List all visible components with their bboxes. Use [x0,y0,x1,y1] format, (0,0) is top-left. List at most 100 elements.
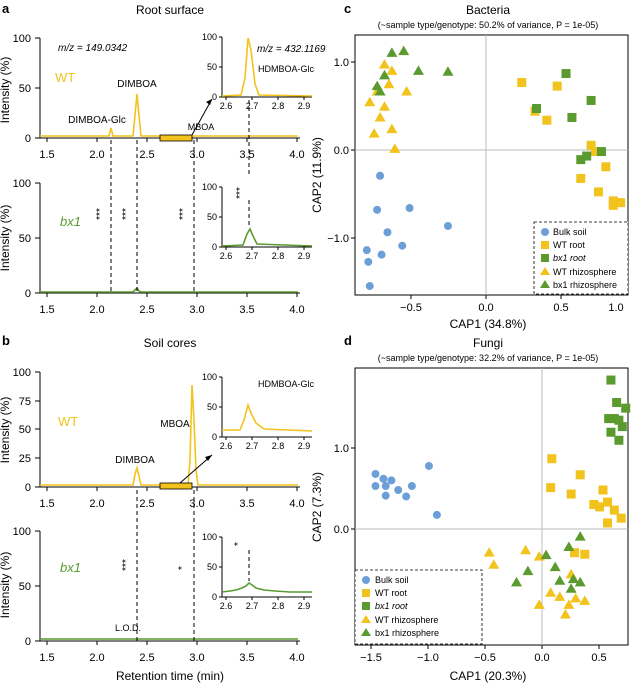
d-point-bx1-rhizosphere-0 [574,531,586,541]
b-top-ylabel: Intensity (%) [0,397,12,464]
legend-c-wtrhizo-marker [540,267,550,275]
d-point-bulk-soil-0 [371,469,380,478]
d-point-wt-root-12 [580,549,590,559]
b-bottom-lod: L.O.D. [115,623,141,633]
panel-d-letter: d [344,333,352,348]
a-top-mz: m/z = 149.0342 [58,43,128,54]
b-top-ytick-50: 50 [19,424,31,436]
d-point-wt-rhizosphere-7 [570,592,582,603]
c-xtick-0.5: 0.5 [553,302,568,314]
c-point-bx1-root-5 [576,155,586,165]
legend-d-bx1root: bx1 root [375,601,408,611]
legend-c-wtroot: WT root [553,240,585,250]
c-point-wt-rhizosphere-3 [379,101,391,111]
c-point-bx1-rhizosphere-1 [398,45,410,56]
a-top-inset-mz: m/z = 432.1169 [257,44,326,55]
a-bottom-inset-xtick-2.8: 2.8 [272,251,285,261]
a-bottom-genotype: bx1 [60,214,81,229]
panel-a-title: Root surface [136,3,204,17]
legend-d-bx1root-marker [362,602,370,610]
d-point-bulk-soil-5 [394,486,403,495]
d-point-wt-rhizosphere-2 [520,544,532,555]
a-top-xtick-1.5: 1.5 [39,149,54,161]
a-top-ytick-50: 50 [19,83,31,95]
c-point-bulk-soil-6 [364,257,373,266]
a-bottom-inset-xtick-2.7: 2.7 [246,251,259,261]
d-point-bulk-soil-10 [432,510,441,519]
c-point-wt-root-5 [601,162,611,172]
panel-c-title: Bacteria [466,3,510,17]
a-bottom-star-2: *** [121,208,132,220]
d-point-wt-rhizosphere-9 [579,595,591,605]
a-top-inset-ytick-100: 100 [202,32,217,42]
c-point-wt-root-11 [591,147,601,157]
d-xtick-neg1.0: −1.0 [417,652,439,664]
a-bottom-inset-ytick-100: 100 [202,182,217,192]
b-bottom-genotype: bx1 [60,560,81,575]
panel-d-title: Fungi [473,336,503,350]
legend-c-wtrhizo: WT rhizosphere [553,267,616,277]
legend-c-bx1root: bx1 root [553,253,586,263]
b-top-inset-trace [222,402,313,432]
panel-c: c Bacteria (~sample type/genotype: 50.2%… [310,1,629,331]
d-point-bx1-rhizosphere-3 [554,575,566,585]
a-top-xtick-2.5: 2.5 [139,149,154,161]
d-point-wt-root-8 [609,505,619,515]
c-point-bulk-soil-0 [376,171,385,180]
legend-d-bulk-marker [362,576,370,584]
panel-c-letter: c [344,1,351,16]
a-top-zoom-arrow [191,98,213,136]
d-point-bulk-soil-4 [387,476,396,485]
c-point-bulk-soil-2 [405,204,414,213]
b-bottom-xtick-1.5: 1.5 [39,652,54,664]
panel-c-subtitle: (~sample type/genotype: 50.2% of varianc… [378,20,598,30]
a-top-inset: 0 50 100 2.6 2.7 2.8 2.9 m/z = 432.1169 … [202,32,326,111]
c-ytick-1.0: 1.0 [334,57,349,69]
b-bottom-xtick-2.5: 2.5 [139,652,154,664]
a-top-xtick-4.0: 4.0 [289,149,304,161]
b-bottom-inset-ytick-0: 0 [212,592,217,602]
d-ytick-0.0: 0.0 [334,524,349,536]
d-point-wt-root-13 [589,499,599,509]
c-point-wt-root-7 [593,187,603,197]
c-point-wt-root-6 [576,173,586,183]
d-point-bx1-root-0 [606,375,616,385]
d-point-bx1-rhizosphere-2 [540,549,552,560]
a-top-inset-xtick-2.7: 2.7 [246,101,259,111]
b-bottom-xtick-4.0: 4.0 [289,652,304,664]
c-point-wt-root-3 [542,115,552,125]
panel-c-ylabel: CAP2 (11.9%) [310,137,324,213]
c-point-wt-root-1 [552,81,562,91]
b-top-inset-xtick-2.8: 2.8 [272,441,285,451]
b-bottom-inset-ytick-100: 100 [202,532,217,542]
a-bottom-xtick-3.5: 3.5 [239,304,254,316]
c-point-wt-rhizosphere-1 [386,65,398,75]
b-top-zoom-arrowhead [205,455,212,461]
c-xtick-0.0: 0.0 [478,302,493,314]
panel-b: b Soil cores 0 25 50 75 100 Intensity (%… [0,333,314,683]
a-top-dimboa-label: DIMBOA [117,79,157,90]
a-bottom-ytick-100: 100 [13,178,31,190]
c-point-bx1-rhizosphere-6 [374,85,386,96]
b-top-xtick-3.5: 3.5 [239,498,254,510]
a-top-genotype: WT [55,70,75,85]
b-top-ytick-75: 75 [19,396,31,408]
d-xtick-0.0: 0.0 [534,652,549,664]
c-point-bulk-soil-1 [373,205,382,214]
a-bottom-ytick-50: 50 [19,233,31,245]
d-point-bulk-soil-8 [402,492,411,501]
b-bottom-ytick-50: 50 [19,581,31,593]
a-top-ytick-100: 100 [13,33,31,45]
b-top-inset-ytick-50: 50 [207,402,217,412]
b-top-ytick-100: 100 [13,367,31,379]
c-point-wt-rhizosphere-10 [383,78,395,89]
a-bottom-xtick-3.0: 3.0 [189,304,204,316]
d-point-bulk-soil-3 [371,482,380,491]
legend-d-bulk: Bulk soil [375,575,409,585]
c-point-bx1-rhizosphere-0 [386,47,398,57]
d-point-wt-root-6 [595,502,605,512]
panel-d-legend: Bulk soil WT root bx1 root WT rhizospher… [354,569,483,645]
b-bottom-inset-ytick-50: 50 [207,562,217,572]
a-bottom-inset-xtick-2.9: 2.9 [298,251,311,261]
panel-d-ylabel: CAP2 (7.3%) [310,472,324,542]
